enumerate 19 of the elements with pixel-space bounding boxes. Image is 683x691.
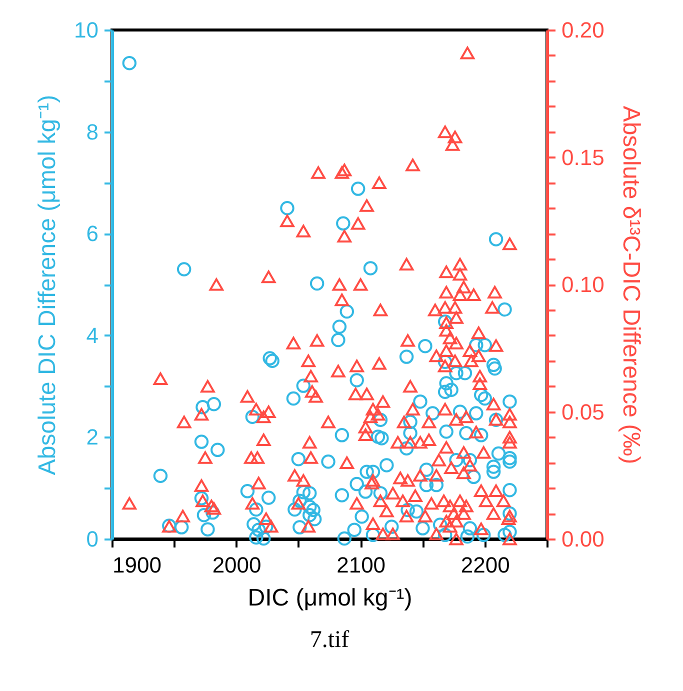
y-tick-label: 0: [86, 526, 98, 552]
y-tick-label: 4: [86, 322, 98, 348]
y2-tick-label: 0.15: [562, 144, 604, 170]
y-tick-label: 6: [86, 221, 98, 246]
y-tick-label: 2: [86, 424, 98, 450]
y-tick-label: 8: [86, 119, 98, 144]
x-tick-label: 2100: [336, 552, 386, 578]
y2-tick-label: 0.00: [562, 526, 604, 552]
y-tick-label: 10: [74, 18, 98, 42]
text: 7.tif: [310, 627, 350, 653]
y2-tick-label: 0.05: [562, 399, 604, 424]
y2-tick-label: 0.10: [562, 272, 604, 297]
x-tick-label: 2000: [212, 552, 262, 578]
x-tick-label: 1900: [112, 552, 162, 578]
y2-tick-label: 0.20: [562, 18, 604, 42]
x-axis-title: DIC (μmol kg⁻¹): [248, 584, 412, 612]
y2-axis-title: Absolute δ¹³C-DIC Difference (‰): [617, 106, 644, 464]
x-tick-label: 2200: [460, 552, 510, 578]
y-axis-title: Absolute DIC Difference (μmol kg⁻¹): [34, 94, 62, 476]
